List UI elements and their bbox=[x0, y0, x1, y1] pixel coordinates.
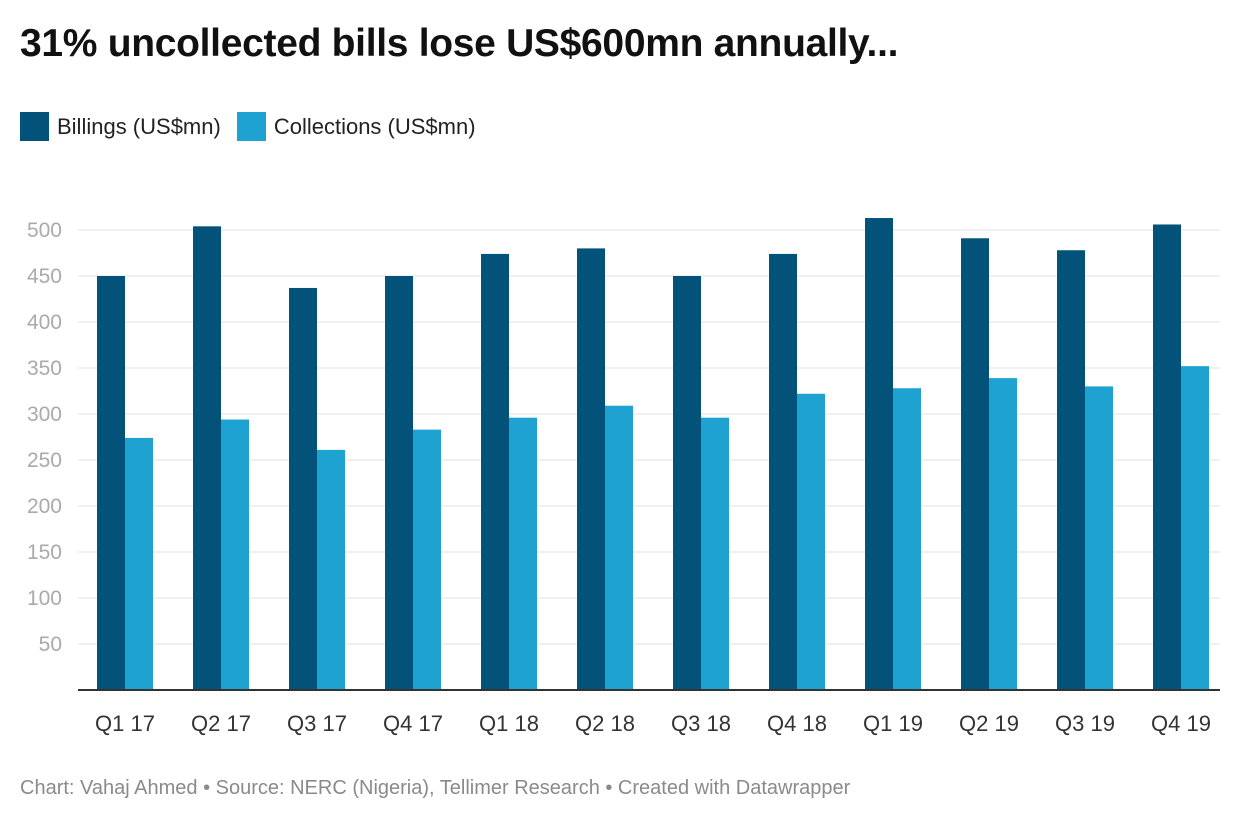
bar-collections bbox=[1085, 386, 1113, 690]
y-tick-label: 250 bbox=[27, 449, 62, 472]
x-tick-label: Q1 18 bbox=[479, 711, 539, 736]
bar-collections bbox=[989, 378, 1017, 690]
bar-collections bbox=[605, 405, 633, 690]
bar-billings bbox=[385, 276, 413, 690]
legend-swatch-collections bbox=[236, 112, 266, 141]
y-tick-label: 100 bbox=[27, 587, 62, 610]
y-tick-label: 150 bbox=[27, 541, 62, 564]
bar-billings bbox=[673, 276, 701, 690]
bar-billings bbox=[97, 276, 125, 690]
bar-collections bbox=[317, 449, 345, 690]
bar-collections bbox=[797, 393, 825, 690]
bar-billings bbox=[865, 218, 893, 691]
x-tick-label: Q3 18 bbox=[671, 711, 731, 736]
legend: Billings (US$mn) Collections (US$mn) bbox=[20, 112, 492, 141]
bar-billings bbox=[193, 226, 221, 690]
chart-footer: Chart: Vahaj Ahmed • Source: NERC (Niger… bbox=[20, 777, 851, 799]
y-tick-label: 500 bbox=[27, 219, 62, 242]
y-tick-label: 450 bbox=[27, 265, 62, 288]
bar-billings bbox=[769, 253, 797, 691]
bar-collections bbox=[221, 419, 249, 690]
bar-billings bbox=[1153, 224, 1181, 691]
x-tick-label: Q3 17 bbox=[287, 711, 347, 736]
legend-swatch-billings bbox=[20, 112, 49, 141]
bar-collections bbox=[701, 417, 729, 690]
x-tick-label: Q4 18 bbox=[767, 711, 827, 736]
legend-item-collections: Collections (US$mn) bbox=[236, 112, 476, 141]
bar-billings bbox=[577, 248, 605, 690]
bar-collections bbox=[1181, 366, 1209, 690]
y-tick-label: 300 bbox=[27, 403, 62, 426]
legend-label-collections: Collections (US$mn) bbox=[273, 113, 476, 139]
x-tick-label: Q1 17 bbox=[95, 711, 155, 736]
bar-billings bbox=[1057, 250, 1085, 691]
x-tick-label: Q4 17 bbox=[383, 711, 443, 736]
legend-item-billings: Billings (US$mn) bbox=[20, 112, 221, 141]
y-tick-label: 400 bbox=[27, 311, 62, 334]
bar-billings bbox=[961, 238, 989, 690]
bar-collections bbox=[413, 429, 441, 690]
y-tick-label: 350 bbox=[27, 357, 62, 380]
y-tick-label: 200 bbox=[27, 495, 62, 518]
x-tick-label: Q3 19 bbox=[1055, 711, 1115, 736]
x-tick-label: Q4 19 bbox=[1151, 711, 1211, 736]
x-tick-label: Q2 19 bbox=[959, 711, 1019, 736]
x-tick-label: Q2 17 bbox=[191, 711, 251, 736]
x-tick-label: Q2 18 bbox=[575, 711, 635, 736]
bar-collections bbox=[509, 417, 537, 690]
bar-billings bbox=[289, 287, 317, 690]
legend-label-billings: Billings (US$mn) bbox=[57, 113, 221, 139]
chart-title: 31% uncollected bills lose US$600mn annu… bbox=[20, 22, 899, 65]
y-tick-label: 50 bbox=[39, 633, 62, 656]
bar-collections bbox=[125, 437, 153, 690]
bar-collections bbox=[893, 388, 921, 690]
bar-billings bbox=[481, 253, 509, 691]
x-tick-label: Q1 19 bbox=[863, 711, 923, 736]
